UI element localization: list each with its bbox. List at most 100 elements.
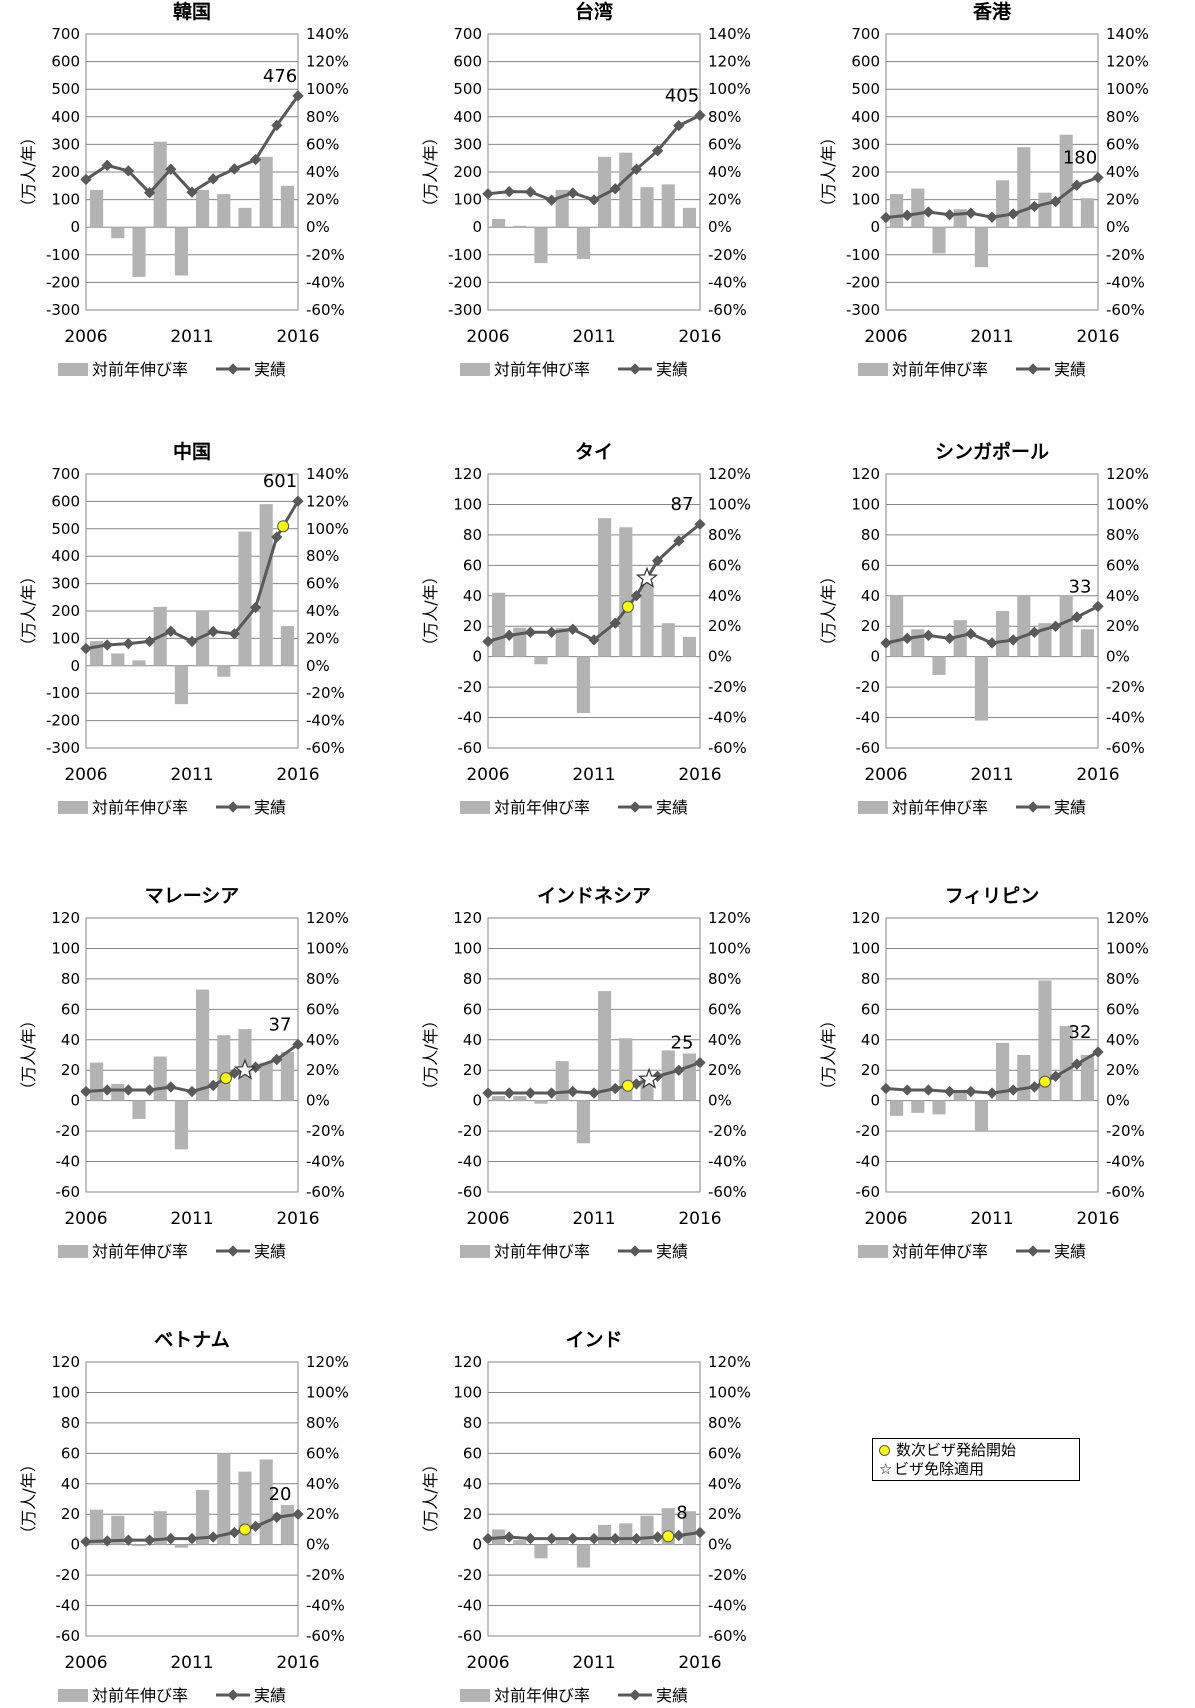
bar: [556, 1540, 569, 1545]
plot-area: [488, 1362, 700, 1636]
legend-line-label: 実績: [656, 1242, 688, 1261]
chart-panel: 韓国-300-200-1000100200300400500600700-60%…: [19, 0, 349, 379]
legend-bar-swatch: [460, 1689, 490, 1702]
y2-tick-label: -40%: [306, 1153, 345, 1171]
bar: [217, 194, 230, 227]
y-tick-label: 400: [851, 108, 880, 126]
y-tick-label: 20: [61, 1505, 80, 1523]
y2-tick-label: 80%: [306, 1414, 339, 1432]
y2-tick-label: 0%: [708, 1536, 732, 1554]
legend-line-label: 実績: [1054, 798, 1086, 817]
legend-bar-swatch: [858, 363, 888, 376]
x-tick-label: 2011: [970, 1209, 1013, 1229]
multi-visa-note-text: 数次ビザ発給開始: [896, 1441, 1016, 1460]
bar: [975, 227, 988, 267]
y2-tick-label: 40%: [306, 1475, 339, 1493]
y2-tick-label: 60%: [306, 1000, 339, 1018]
y-tick-label: -300: [46, 301, 80, 319]
line-point: [525, 186, 536, 197]
legend-line-label: 実績: [254, 360, 286, 379]
bar: [175, 666, 188, 704]
y-tick-label: -100: [46, 684, 80, 702]
line-point: [186, 1086, 197, 1097]
y-tick-label: -60: [856, 1183, 881, 1201]
y-axis-title: （万人/年）: [19, 1456, 38, 1541]
legend-bar-swatch: [858, 1245, 888, 1258]
line-point: [588, 194, 599, 205]
x-tick-label: 2006: [864, 1209, 907, 1229]
y2-tick-label: -60%: [1106, 1183, 1145, 1201]
y2-tick-label: -20%: [708, 678, 747, 696]
legend-bar-label: 対前年伸び率: [92, 1242, 188, 1261]
y2-tick-label: 120%: [306, 53, 349, 71]
bar: [577, 657, 590, 713]
y2-tick-label: -40%: [708, 709, 747, 727]
y2-tick-label: 120%: [708, 465, 751, 483]
legend-bar-label: 対前年伸び率: [494, 1686, 590, 1705]
y-tick-label: -40: [56, 1597, 81, 1615]
y2-tick-label: 0%: [1106, 1092, 1130, 1110]
y-tick-label: 40: [61, 1475, 80, 1493]
line-point: [144, 636, 155, 647]
x-tick-label: 2006: [466, 327, 509, 347]
y-tick-label: 100: [453, 495, 482, 513]
line-point: [546, 1087, 557, 1098]
y2-tick-label: 40%: [306, 1031, 339, 1049]
y2-tick-label: 100%: [708, 939, 751, 957]
line-point: [123, 1084, 134, 1095]
line-point: [271, 1512, 282, 1523]
legend-bar-label: 対前年伸び率: [92, 1686, 188, 1705]
line-point: [923, 1084, 934, 1095]
bar: [534, 657, 547, 665]
x-tick-label: 2011: [170, 765, 213, 785]
legend-bar-label: 対前年伸び率: [92, 798, 188, 817]
y-tick-label: -200: [846, 273, 880, 291]
x-tick-label: 2011: [572, 1209, 615, 1229]
line-point: [880, 1083, 891, 1094]
y2-tick-label: 20%: [306, 1061, 339, 1079]
y-tick-label: 0: [472, 648, 482, 666]
y-tick-label: 20: [463, 1061, 482, 1079]
y-tick-label: 80: [61, 970, 80, 988]
line-point: [102, 639, 113, 650]
legend-line-label: 実績: [656, 798, 688, 817]
y2-tick-label: 40%: [708, 163, 741, 181]
y-tick-label: 40: [861, 587, 880, 605]
bar: [217, 1035, 230, 1100]
bar: [196, 190, 209, 227]
y2-tick-label: 80%: [1106, 526, 1139, 544]
y2-tick-label: 20%: [1106, 617, 1139, 635]
bar: [1060, 596, 1073, 657]
y2-tick-label: -20%: [708, 1122, 747, 1140]
legend-line-marker: [629, 363, 640, 374]
y2-tick-label: -20%: [708, 1566, 747, 1584]
y2-tick-label: 20%: [708, 1505, 741, 1523]
x-tick-label: 2011: [970, 327, 1013, 347]
y2-tick-label: 80%: [708, 1414, 741, 1432]
y-tick-label: 300: [51, 575, 80, 593]
x-tick-label: 2006: [864, 765, 907, 785]
chart-title: マレーシア: [145, 885, 240, 907]
x-tick-label: 2016: [678, 327, 721, 347]
bar: [217, 666, 230, 677]
multi-visa-marker: [240, 1524, 251, 1535]
legend-line-label: 実績: [254, 1242, 286, 1261]
chart-panel: マレーシア-60-40-20020406080100120-60%-40%-20…: [19, 885, 349, 1261]
bar: [1038, 193, 1051, 228]
line-point: [944, 209, 955, 220]
y2-tick-label: 100%: [708, 495, 751, 513]
y-axis-title: （万人/年）: [421, 568, 440, 653]
y-tick-label: 0: [870, 648, 880, 666]
y-tick-label: 40: [61, 1031, 80, 1049]
y2-tick-label: 80%: [1106, 108, 1139, 126]
x-tick-label: 2016: [1076, 765, 1119, 785]
y-tick-label: 500: [51, 520, 80, 538]
y2-tick-label: 120%: [708, 1353, 751, 1371]
line-point: [588, 1087, 599, 1098]
line-point: [482, 1087, 493, 1098]
y-tick-label: -40: [458, 1597, 483, 1615]
legend-line-marker: [629, 801, 640, 812]
line-point: [80, 643, 91, 654]
y2-tick-label: -20%: [306, 1566, 345, 1584]
line-point: [80, 1536, 91, 1547]
